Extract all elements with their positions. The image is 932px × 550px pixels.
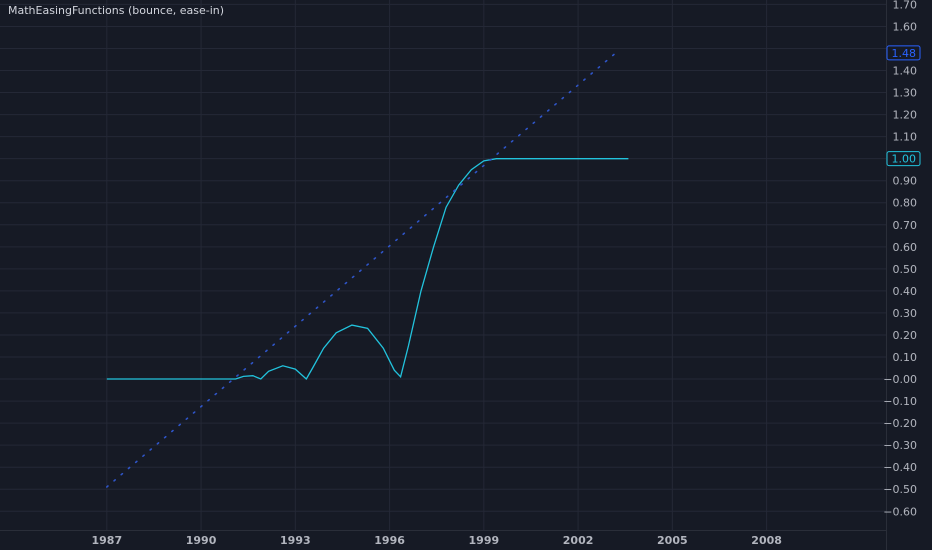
y-tick-label: 1.20 [893,109,918,122]
price-badge-label: 1.00 [892,153,917,166]
y-tick-label: −0.60 [883,505,917,518]
y-tick-label: −0.40 [883,461,917,474]
indicator-title: MathEasingFunctions (bounce, ease-in) [8,4,225,17]
y-tick-label: 0.40 [893,285,918,298]
x-tick-label: 1987 [92,534,123,547]
y-tick-label: −0.30 [883,439,917,452]
y-tick-label: −0.00 [883,373,917,386]
x-tick-label: 1999 [469,534,500,547]
dotted-linear-series[interactable] [106,52,617,488]
y-tick-label: 0.30 [893,307,918,320]
x-tick-label: 1993 [280,534,311,547]
y-tick-label: 0.50 [893,263,918,276]
price-badge-label: 1.48 [892,47,917,60]
y-tick-label: −0.50 [883,483,917,496]
y-tick-label: 0.20 [893,329,918,342]
y-tick-label: 0.10 [893,351,918,364]
y-tick-label: 0.80 [893,197,918,210]
y-tick-label: 1.70 [893,0,918,11]
bounce-ease-in-series[interactable] [106,158,629,381]
x-tick-label: 2005 [657,534,688,547]
y-tick-label: 0.60 [893,241,918,254]
y-tick-label: 1.40 [893,65,918,78]
y-tick-label: −0.20 [883,417,917,430]
price-badge [886,45,921,61]
y-tick-label: −0.10 [883,395,917,408]
y-tick-label: 0.70 [893,219,918,232]
price-badge [886,151,921,167]
x-tick-label: 2008 [751,534,782,547]
y-tick-label: 1.10 [893,131,918,144]
x-tick-label: 1996 [374,534,405,547]
x-tick-label: 2002 [563,534,594,547]
y-tick-label: 0.90 [893,175,918,188]
y-tick-label: 1.60 [893,20,918,33]
y-tick-label: 1.30 [893,87,918,100]
x-tick-label: 1990 [186,534,217,547]
